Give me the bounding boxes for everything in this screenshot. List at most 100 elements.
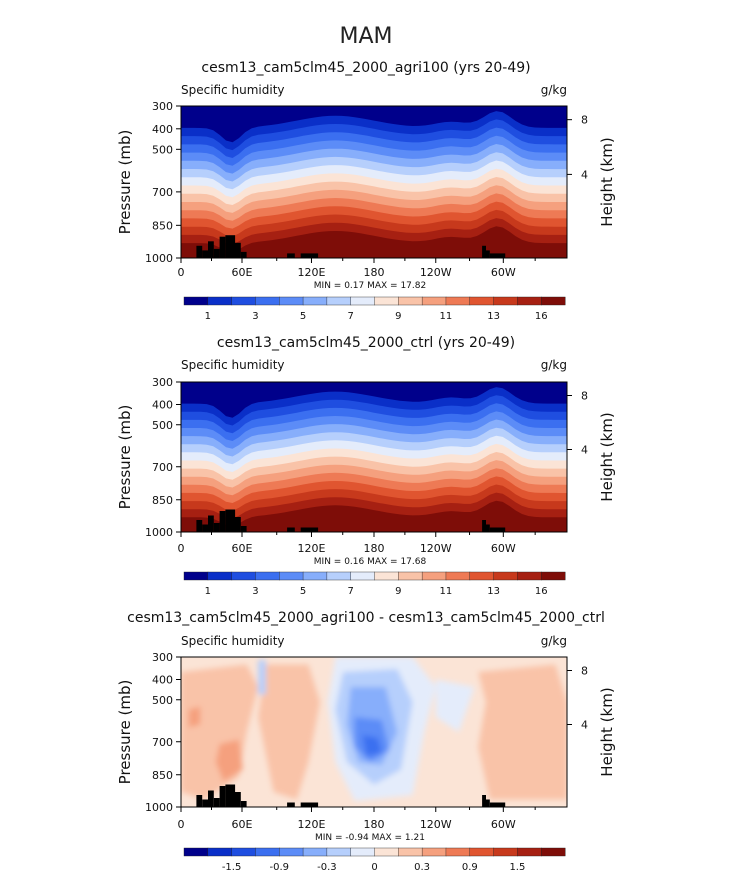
colorbar: 1 3 5 7 9 11 13 16 bbox=[183, 296, 566, 322]
y-tick-label: 850 bbox=[152, 769, 173, 782]
x-tick-label: 60E bbox=[232, 818, 253, 831]
y-axis-label: Pressure (mb) bbox=[116, 680, 134, 785]
contour-band bbox=[188, 706, 201, 728]
variable-label: Specific humidity bbox=[181, 83, 285, 97]
topography bbox=[213, 523, 220, 532]
topography bbox=[213, 248, 220, 258]
y-tick-label: 400 bbox=[152, 123, 173, 136]
colorbar-label: 7 bbox=[348, 586, 354, 597]
right-axis-label: Height (km) bbox=[598, 687, 616, 776]
colorbar-swatch bbox=[469, 571, 495, 581]
right-axis-label: Height (km) bbox=[598, 412, 616, 501]
colorbar-swatch bbox=[231, 571, 256, 581]
colorbar-swatch bbox=[517, 571, 542, 581]
topography bbox=[482, 795, 486, 807]
min-max-stats: MIN = -0.94 MAX = 1.21 bbox=[315, 833, 425, 843]
variable-label: Specific humidity bbox=[181, 358, 285, 372]
topography bbox=[240, 526, 247, 532]
colorbar-label: 13 bbox=[487, 311, 500, 322]
contour-band bbox=[258, 660, 266, 695]
colorbar: 1 3 5 7 9 11 13 16 bbox=[183, 571, 566, 597]
contour-band bbox=[258, 664, 320, 800]
colorbar-swatch bbox=[207, 571, 233, 581]
y-axis-label: Pressure (mb) bbox=[116, 405, 134, 510]
min-max-stats: MIN = 0.17 MAX = 17.82 bbox=[314, 281, 426, 291]
topography bbox=[287, 802, 295, 807]
difference-field bbox=[181, 657, 567, 801]
colorbar-swatch bbox=[183, 847, 209, 857]
figure-title: MAM bbox=[339, 24, 392, 49]
topography bbox=[219, 236, 226, 258]
colorbar-swatch bbox=[231, 847, 256, 857]
x-tick-label: 120W bbox=[420, 542, 452, 555]
colorbar-swatch bbox=[445, 296, 471, 306]
colorbar-label: 1 bbox=[205, 586, 211, 597]
panel-1: cesm13_cam5clm45_2000_agri100 (yrs 20-49… bbox=[116, 60, 616, 322]
colorbar-swatch bbox=[279, 296, 304, 306]
colorbar-swatch bbox=[326, 847, 352, 857]
colorbar-swatch bbox=[493, 571, 518, 581]
topography bbox=[489, 253, 506, 258]
colorbar-label: 7 bbox=[348, 311, 354, 322]
colorbar-swatch bbox=[255, 296, 280, 306]
colorbar-swatch bbox=[326, 296, 352, 306]
colorbar-swatch bbox=[255, 847, 280, 857]
y-tick-label: 1000 bbox=[145, 801, 173, 814]
topography bbox=[240, 251, 247, 258]
min-max-stats: MIN = 0.16 MAX = 17.68 bbox=[314, 557, 427, 567]
right-tick-label: 4 bbox=[581, 719, 588, 732]
colorbar-swatch bbox=[517, 296, 542, 306]
topography bbox=[235, 517, 241, 532]
y-tick-label: 300 bbox=[152, 651, 173, 664]
right-tick-label: 8 bbox=[581, 114, 588, 127]
y-tick-label: 850 bbox=[152, 219, 173, 232]
colorbar-swatch bbox=[350, 296, 376, 306]
right-tick-label: 4 bbox=[581, 168, 588, 181]
colorbar-swatch bbox=[279, 847, 304, 857]
colorbar-label: -0.9 bbox=[270, 862, 290, 872]
panel-2: cesm13_cam5clm45_2000_ctrl (yrs 20-49) Sp… bbox=[116, 335, 616, 597]
x-tick-label: 60E bbox=[232, 266, 253, 279]
y-tick-label: 400 bbox=[152, 399, 173, 412]
topography bbox=[240, 801, 247, 807]
topography bbox=[489, 527, 506, 532]
colorbar-swatch bbox=[326, 571, 352, 581]
panels: cesm13_cam5clm45_2000_agri100 (yrs 20-49… bbox=[116, 60, 616, 872]
y-tick-label: 400 bbox=[152, 674, 173, 687]
colorbar-swatch bbox=[421, 296, 447, 306]
colorbar-label: 9 bbox=[395, 586, 401, 597]
x-tick-label: 180 bbox=[364, 818, 385, 831]
colorbar-swatch bbox=[350, 847, 376, 857]
colorbar-label: 16 bbox=[535, 311, 548, 322]
topography bbox=[225, 235, 236, 258]
colorbar-swatch bbox=[493, 296, 518, 306]
x-tick-label: 60W bbox=[491, 266, 516, 279]
colorbar-swatch bbox=[540, 296, 566, 306]
y-tick-label: 300 bbox=[152, 100, 173, 113]
y-tick-label: 500 bbox=[152, 694, 173, 707]
topography bbox=[287, 527, 295, 532]
topography bbox=[235, 242, 241, 258]
topography bbox=[225, 784, 236, 807]
topography bbox=[287, 253, 295, 258]
x-tick-label: 120W bbox=[420, 266, 452, 279]
y-tick-label: 1000 bbox=[145, 252, 173, 265]
colorbar-swatch bbox=[374, 847, 399, 857]
panel-title: cesm13_cam5clm45_2000_ctrl (yrs 20-49) bbox=[217, 335, 515, 351]
contour-band bbox=[435, 679, 475, 732]
colorbar-label: 0.3 bbox=[414, 862, 430, 872]
colorbar-swatch bbox=[469, 847, 495, 857]
colorbar-swatch bbox=[374, 571, 399, 581]
topography bbox=[485, 799, 490, 807]
topography bbox=[202, 524, 208, 532]
contour-field bbox=[181, 382, 567, 532]
colorbar-label: 3 bbox=[252, 586, 258, 597]
colorbar-label: 13 bbox=[487, 586, 500, 597]
topography bbox=[213, 798, 220, 807]
contour-band bbox=[181, 500, 567, 532]
colorbar-swatch bbox=[540, 847, 566, 857]
y-tick-label: 300 bbox=[152, 376, 173, 389]
variable-label: Specific humidity bbox=[181, 634, 285, 648]
topography bbox=[300, 802, 319, 807]
